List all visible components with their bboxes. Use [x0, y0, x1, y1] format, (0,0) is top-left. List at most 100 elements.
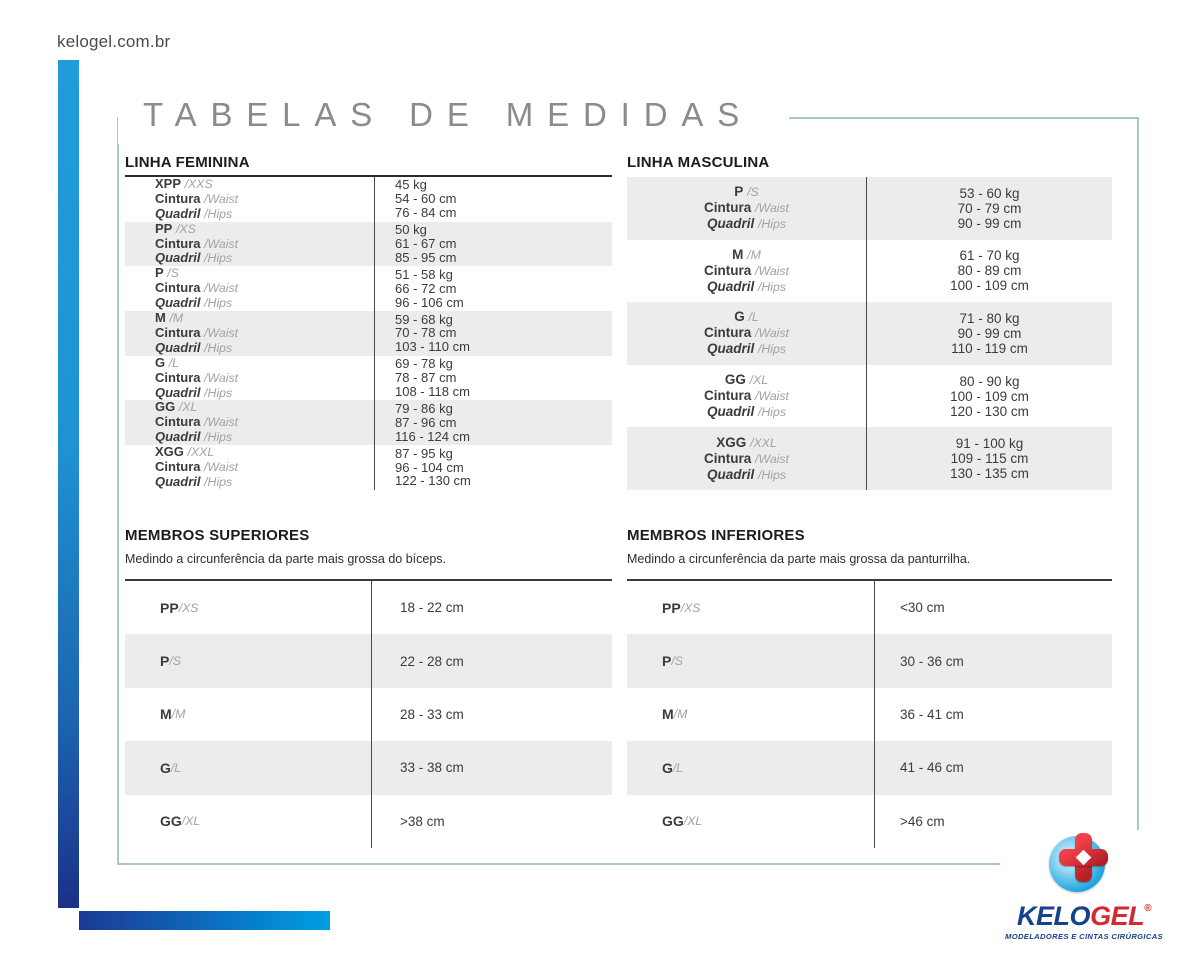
- limb-size-label: GG /XL: [627, 794, 875, 848]
- kelogel-logo: KELOGEL® MODELADORES E CINTAS CIRÚRGICAS: [1000, 830, 1168, 946]
- registered-mark: ®: [1144, 903, 1151, 914]
- size-row-gg: GG /XL Cintura /Waist Quadril /Hips 79 - 86…: [125, 400, 612, 446]
- size-code-intl: /XXS: [184, 176, 213, 191]
- size-line: PP /XS: [155, 220, 374, 237]
- size-values: 61 - 70 kg 80 - 89 cm 100 - 109 cm: [867, 240, 1112, 303]
- hips-label-en: /Hips: [204, 474, 233, 489]
- size-row-m: M /M Cintura /Waist Quadril /Hips 59 - 68 k…: [125, 311, 612, 356]
- hips-label-pt: Quadril: [155, 429, 201, 445]
- hips-label-line: Quadril /Hips: [155, 384, 374, 401]
- waist-value: 87 - 96 cm: [395, 414, 457, 430]
- size-labels: M /M Cintura /Waist Quadril /Hips: [627, 239, 867, 303]
- waist-label-pt: Cintura: [155, 324, 201, 340]
- size-code: GG: [155, 399, 176, 415]
- size-values: 80 - 90 kg 100 - 109 cm 120 - 130 cm: [867, 365, 1112, 428]
- weight-value: 91 - 100 kg: [955, 436, 1024, 452]
- waist-label-pt: Cintura: [155, 369, 201, 385]
- table-membros-superiores: MEMBROS SUPERIORES Medindo a circunferên…: [125, 528, 612, 848]
- waist-label-pt: Cintura: [704, 450, 752, 466]
- size-code: M: [160, 706, 172, 723]
- hips-label-en: /Hips: [204, 206, 233, 221]
- size-line: P /S: [155, 266, 374, 281]
- size-code: PP: [160, 599, 179, 616]
- size-values: 91 - 100 kg 109 - 115 cm 130 - 135 cm: [867, 427, 1112, 490]
- limb-row-g: G /L 33 - 38 cm: [125, 741, 612, 795]
- waist-label-line: Cintura /Waist: [155, 460, 374, 475]
- size-line: XGG /XXL: [627, 435, 866, 451]
- bottom-accent-bar: [79, 911, 330, 930]
- size-row-m: M /M Cintura /Waist Quadril /Hips 61 - 70 k…: [627, 239, 1112, 303]
- limb-size-label: P /S: [627, 634, 875, 688]
- table-top-rule: [125, 579, 612, 581]
- waist-label-line: Cintura /Waist: [155, 415, 374, 430]
- size-code-intl: /XL: [181, 814, 201, 829]
- page-title: TABELAS DE MEDIDAS: [118, 93, 790, 144]
- size-row-p: P /S Cintura /Waist Quadril /Hips 51 - 58 k…: [125, 266, 612, 312]
- size-labels: P /S Cintura /Waist Quadril /Hips: [627, 177, 867, 240]
- waist-label-en: /Waist: [204, 191, 239, 206]
- size-code-intl: /M: [171, 707, 186, 722]
- size-code: XPP: [155, 175, 182, 191]
- limb-row-gg: GG /XL >38 cm: [125, 794, 612, 848]
- table-linha-feminina: LINHA FEMININA XPP /XXS Cintura /Waist Qua…: [125, 155, 612, 490]
- measure-value: 22 - 28 cm: [400, 653, 464, 669]
- limb-size-label: G /L: [627, 741, 875, 795]
- waist-value: 100 - 109 cm: [950, 388, 1029, 404]
- size-code: PP: [155, 220, 173, 236]
- size-line: GG /XL: [155, 400, 374, 415]
- hips-label-line: Quadril /Hips: [155, 251, 374, 266]
- hips-label-en: /Hips: [758, 342, 787, 357]
- limb-value: >46 cm: [875, 814, 1112, 829]
- waist-value: 70 - 79 cm: [957, 200, 1022, 216]
- limb-row-pp: PP /XS <30 cm: [627, 581, 1112, 635]
- hips-label-line: Quadril /Hips: [627, 467, 866, 483]
- table-membros-inferiores: MEMBROS INFERIORES Medindo a circunferên…: [627, 528, 1112, 848]
- waist-label-pt: Cintura: [704, 325, 752, 341]
- waist-label-en: /Waist: [755, 326, 789, 341]
- waist-label-en: /Waist: [755, 201, 789, 216]
- waist-label-pt: Cintura: [704, 388, 752, 404]
- waist-label-pt: Cintura: [155, 459, 201, 475]
- table-title-masculina: LINHA MASCULINA: [627, 154, 770, 171]
- weight-value: 50 kg: [395, 222, 427, 238]
- size-line: G /L: [627, 309, 866, 325]
- size-row-p: P /S Cintura /Waist Quadril /Hips 53 - 60 k…: [627, 177, 1112, 240]
- size-code-intl: /S: [167, 266, 179, 281]
- hips-label-pt: Quadril: [706, 278, 755, 294]
- hips-label-line: Quadril /Hips: [155, 474, 374, 490]
- weight-value: 51 - 58 kg: [395, 266, 453, 282]
- limb-size-label: PP /XS: [125, 581, 372, 635]
- size-code-intl: /S: [747, 185, 759, 200]
- hips-value: 108 - 118 cm: [395, 384, 470, 400]
- size-values: 59 - 68 kg 70 - 78 cm 103 - 110 cm: [375, 311, 612, 356]
- size-code-intl: /XS: [178, 600, 199, 615]
- waist-label-line: Cintura /Waist: [627, 200, 866, 216]
- size-code-intl: /L: [748, 310, 759, 325]
- size-line: XPP /XXS: [155, 177, 374, 192]
- limb-row-gg: GG /XL >46 cm: [627, 794, 1112, 848]
- waist-label-line: Cintura /Waist: [155, 190, 374, 207]
- hips-label-pt: Quadril: [155, 384, 201, 400]
- size-row-xgg: XGG /XXL Cintura /Waist Quadril /Hips 87 - …: [125, 445, 612, 490]
- waist-value: 109 - 115 cm: [950, 451, 1029, 467]
- size-code: P: [734, 184, 744, 200]
- hips-label-pt: Quadril: [155, 339, 201, 355]
- size-values: 71 - 80 kg 90 - 99 cm 110 - 119 cm: [867, 302, 1112, 365]
- size-code-intl: /XL: [749, 373, 769, 388]
- waist-label-pt: Cintura: [704, 200, 752, 216]
- hips-label-en: /Hips: [204, 385, 233, 400]
- waist-value: 80 - 89 cm: [957, 263, 1022, 279]
- weight-value: 79 - 86 kg: [395, 400, 453, 416]
- logo-badge-icon: [1019, 830, 1149, 896]
- table-description-superiores: Medindo a circunferência da parte mais g…: [125, 552, 447, 566]
- weight-value: 71 - 80 kg: [959, 310, 1020, 326]
- table-linha-masculina: LINHA MASCULINA P /S Cintura /Waist Quadri…: [627, 155, 1112, 490]
- hips-value: 130 - 135 cm: [950, 466, 1029, 482]
- measure-value: >46 cm: [900, 813, 945, 829]
- measure-value: 41 - 46 cm: [900, 760, 964, 776]
- limb-row-m: M /M 36 - 41 cm: [627, 687, 1112, 742]
- waist-label-pt: Cintura: [155, 190, 201, 206]
- size-line: XGG /XXL: [155, 445, 374, 460]
- limb-size-label: G /L: [125, 741, 372, 795]
- size-code-intl: /XXL: [187, 445, 215, 460]
